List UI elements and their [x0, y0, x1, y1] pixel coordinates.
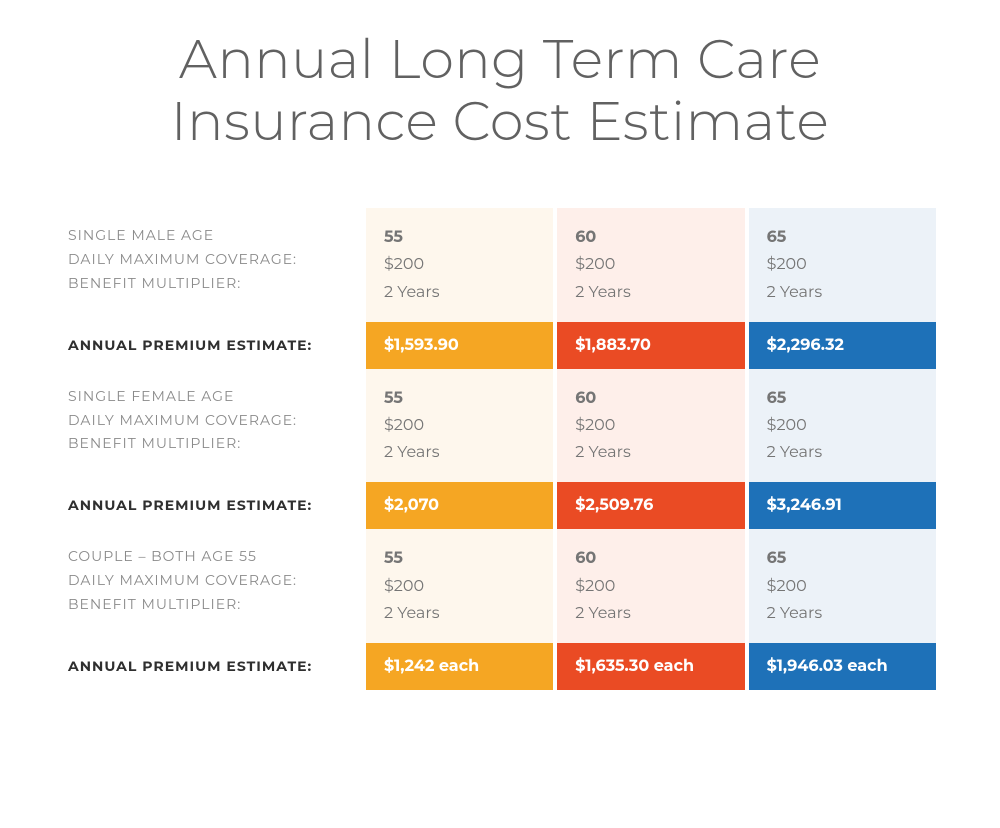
coverage-value: $200 — [767, 412, 918, 439]
coverage-value: $200 — [384, 251, 535, 278]
benefit-value: 2 Years — [384, 279, 535, 306]
table-row: ANNUAL PREMIUM ESTIMATE: $1,593.90 $1,88… — [64, 322, 936, 369]
age-value: 55 — [384, 385, 535, 412]
label-line: BENEFIT MULTIPLIER: — [68, 432, 354, 456]
benefit-value: 2 Years — [575, 439, 726, 466]
age-value: 65 — [767, 545, 918, 572]
cost-estimate-table: SINGLE MALE AGE DAILY MAXIMUM COVERAGE: … — [60, 208, 940, 690]
premium-label: ANNUAL PREMIUM ESTIMATE: — [64, 322, 362, 369]
coverage-value: $200 — [384, 412, 535, 439]
label-line: COUPLE – BOTH AGE 55 — [68, 545, 354, 569]
label-line: BENEFIT MULTIPLIER: — [68, 593, 354, 617]
benefit-value: 2 Years — [767, 279, 918, 306]
row-label-couple: COUPLE – BOTH AGE 55 DAILY MAXIMUM COVER… — [64, 529, 362, 643]
coverage-value: $200 — [575, 573, 726, 600]
cell-female-55: 55 $200 2 Years — [366, 369, 553, 483]
premium-couple-55: $1,242 each — [366, 643, 553, 690]
table-row: COUPLE – BOTH AGE 55 DAILY MAXIMUM COVER… — [64, 529, 936, 643]
benefit-value: 2 Years — [384, 600, 535, 627]
label-line: DAILY MAXIMUM COVERAGE: — [68, 409, 354, 433]
cell-male-60: 60 $200 2 Years — [557, 208, 744, 322]
cell-couple-65: 65 $200 2 Years — [749, 529, 936, 643]
cell-couple-60: 60 $200 2 Years — [557, 529, 744, 643]
table-row: SINGLE FEMALE AGE DAILY MAXIMUM COVERAGE… — [64, 369, 936, 483]
age-value: 65 — [767, 224, 918, 251]
cell-male-55: 55 $200 2 Years — [366, 208, 553, 322]
age-value: 60 — [575, 545, 726, 572]
coverage-value: $200 — [767, 251, 918, 278]
premium-couple-65: $1,946.03 each — [749, 643, 936, 690]
coverage-value: $200 — [575, 412, 726, 439]
premium-female-65: $3,246.91 — [749, 482, 936, 529]
premium-label: ANNUAL PREMIUM ESTIMATE: — [64, 643, 362, 690]
premium-male-60: $1,883.70 — [557, 322, 744, 369]
row-label-female: SINGLE FEMALE AGE DAILY MAXIMUM COVERAGE… — [64, 369, 362, 483]
coverage-value: $200 — [384, 573, 535, 600]
benefit-value: 2 Years — [575, 600, 726, 627]
cell-couple-55: 55 $200 2 Years — [366, 529, 553, 643]
label-line: DAILY MAXIMUM COVERAGE: — [68, 248, 354, 272]
table-row: SINGLE MALE AGE DAILY MAXIMUM COVERAGE: … — [64, 208, 936, 322]
page: Annual Long Term Care Insurance Cost Est… — [0, 0, 1000, 730]
label-line: SINGLE MALE AGE — [68, 224, 354, 248]
benefit-value: 2 Years — [384, 439, 535, 466]
age-value: 55 — [384, 545, 535, 572]
page-title: Annual Long Term Care Insurance Cost Est… — [60, 28, 940, 152]
row-label-male: SINGLE MALE AGE DAILY MAXIMUM COVERAGE: … — [64, 208, 362, 322]
benefit-value: 2 Years — [767, 439, 918, 466]
age-value: 55 — [384, 224, 535, 251]
cell-male-65: 65 $200 2 Years — [749, 208, 936, 322]
premium-female-55: $2,070 — [366, 482, 553, 529]
age-value: 60 — [575, 385, 726, 412]
premium-couple-60: $1,635.30 each — [557, 643, 744, 690]
age-value: 60 — [575, 224, 726, 251]
cell-female-60: 60 $200 2 Years — [557, 369, 744, 483]
premium-label: ANNUAL PREMIUM ESTIMATE: — [64, 482, 362, 529]
premium-female-60: $2,509.76 — [557, 482, 744, 529]
label-line: SINGLE FEMALE AGE — [68, 385, 354, 409]
coverage-value: $200 — [575, 251, 726, 278]
table-row: ANNUAL PREMIUM ESTIMATE: $2,070 $2,509.7… — [64, 482, 936, 529]
table-row: ANNUAL PREMIUM ESTIMATE: $1,242 each $1,… — [64, 643, 936, 690]
benefit-value: 2 Years — [767, 600, 918, 627]
label-line: DAILY MAXIMUM COVERAGE: — [68, 569, 354, 593]
label-line: BENEFIT MULTIPLIER: — [68, 272, 354, 296]
premium-male-55: $1,593.90 — [366, 322, 553, 369]
benefit-value: 2 Years — [575, 279, 726, 306]
coverage-value: $200 — [767, 573, 918, 600]
premium-male-65: $2,296.32 — [749, 322, 936, 369]
age-value: 65 — [767, 385, 918, 412]
cell-female-65: 65 $200 2 Years — [749, 369, 936, 483]
